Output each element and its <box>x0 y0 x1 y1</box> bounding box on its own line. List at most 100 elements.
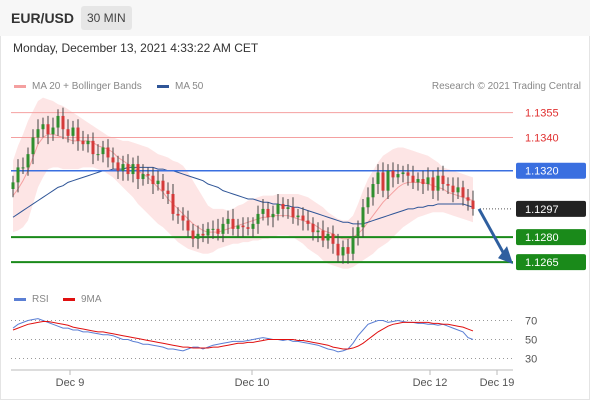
rsi-swatch <box>14 297 26 301</box>
candle-body <box>316 230 320 233</box>
candle-body <box>186 220 190 231</box>
candle-body <box>356 227 360 238</box>
candle-body <box>111 157 115 163</box>
candle-body <box>136 164 140 180</box>
candle-body <box>351 237 355 254</box>
candle-body <box>256 213 260 224</box>
legend-ma50: MA 50 <box>157 81 203 92</box>
candle-body <box>216 228 220 234</box>
candle-body <box>261 208 265 214</box>
candle-body <box>466 197 470 201</box>
copyright-text: Research © 2021 Trading Central <box>431 81 581 92</box>
candle-body <box>286 207 290 209</box>
candle-body <box>266 208 270 218</box>
candle-body <box>81 140 85 145</box>
candle-body <box>71 127 75 136</box>
legend-9ma-label: 9MA <box>81 294 102 305</box>
x-tick-label: Dec 19 <box>480 377 515 389</box>
candle-body <box>116 162 120 171</box>
candle-body <box>11 182 15 189</box>
candle-body <box>451 185 455 193</box>
level-label-1.1340: 1.1340 <box>525 133 559 145</box>
candle-body <box>191 230 195 239</box>
candle-body <box>471 200 475 209</box>
level-tag-1.1297 <box>516 200 586 217</box>
candle-body <box>146 174 150 176</box>
candle-body <box>31 137 35 155</box>
candle-body <box>321 230 325 241</box>
candle-body <box>311 223 315 233</box>
candle-body <box>161 180 165 191</box>
rsi-tick-label: 30 <box>525 354 537 366</box>
candle-body <box>46 124 50 135</box>
candle-body <box>456 187 460 193</box>
x-tick-label: Dec 10 <box>235 377 270 389</box>
candle-body <box>246 227 250 229</box>
candle-body <box>291 207 295 218</box>
candle-body <box>426 177 430 185</box>
candle-body <box>141 174 145 180</box>
candle-body <box>391 170 395 178</box>
candle-body <box>131 164 135 175</box>
x-tick-label: Dec 12 <box>413 377 448 389</box>
candle-body <box>96 154 100 156</box>
candle-body <box>341 247 345 256</box>
candle-body <box>421 179 425 185</box>
level-label-1.1280: 1.1280 <box>525 232 559 244</box>
candle-body <box>251 223 255 229</box>
instrument-title: EUR/USD <box>11 10 75 26</box>
level-label-1.1355: 1.1355 <box>525 108 559 120</box>
forecast-arrow-shaft <box>477 208 506 255</box>
rsi-tick-label: 50 <box>525 335 537 347</box>
candle-body <box>271 213 275 218</box>
candle-body <box>346 247 350 254</box>
candle-body <box>156 180 160 185</box>
candle-body <box>446 184 450 186</box>
candle-body <box>331 233 335 244</box>
candle-body <box>66 129 70 136</box>
legend-ma20: MA 20 + Bollinger Bands <box>14 81 142 92</box>
candle-body <box>416 179 420 183</box>
level-label-1.1297: 1.1297 <box>525 204 559 216</box>
candle-body <box>296 215 300 218</box>
candle-body <box>21 167 25 169</box>
rsi-series-rsi <box>12 318 474 353</box>
ma20-swatch <box>14 84 26 88</box>
rsi-series-9ma <box>12 320 474 350</box>
candle-body <box>441 175 445 185</box>
candle-body <box>461 187 465 198</box>
candle-body <box>166 190 170 194</box>
candle-body <box>236 225 240 229</box>
candle-body <box>396 174 400 178</box>
level-tag-1.1320 <box>516 162 586 179</box>
candle-body <box>366 197 370 208</box>
candle-body <box>306 220 310 224</box>
candle-body <box>121 164 125 171</box>
candle-body <box>411 175 415 183</box>
candle-body <box>51 127 55 135</box>
candle-body <box>336 243 340 256</box>
candle-body <box>61 115 65 130</box>
candle-body <box>241 225 245 228</box>
candle-body <box>326 233 330 241</box>
timeframe-button[interactable]: 30 MIN <box>81 6 132 30</box>
legend-9ma: 9MA <box>63 294 102 305</box>
candle-body <box>86 140 90 145</box>
candle-body <box>211 228 215 230</box>
candle-body <box>206 228 210 236</box>
candle-body <box>221 223 225 234</box>
candle-body <box>26 154 30 168</box>
candle-body <box>361 207 365 228</box>
candle-body <box>371 184 375 198</box>
level-label-1.1265: 1.1265 <box>525 257 559 269</box>
candle-body <box>406 172 410 176</box>
candle-body <box>106 147 110 158</box>
candle-body <box>436 175 440 191</box>
candle-body <box>76 127 80 141</box>
level-tag-1.1280 <box>516 229 586 246</box>
candle-body <box>36 129 40 138</box>
candle-body <box>376 172 380 185</box>
candle-body <box>401 172 405 175</box>
candle-body <box>171 193 175 214</box>
